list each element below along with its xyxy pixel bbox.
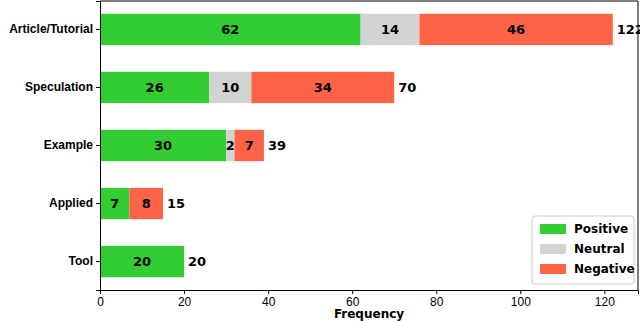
bar-segment bbox=[184, 246, 185, 277]
legend-label: Neutral bbox=[574, 242, 625, 256]
x-tick-label: 80 bbox=[430, 295, 444, 309]
legend-label: Negative bbox=[574, 262, 635, 276]
legend-entry: Positive bbox=[540, 222, 628, 236]
x-tick-mark bbox=[184, 290, 185, 294]
x-tick: 120 bbox=[595, 290, 615, 309]
y-tick-label: Applied bbox=[49, 196, 93, 210]
bar-segment bbox=[419, 14, 612, 45]
bar-segment bbox=[100, 246, 184, 277]
x-tick-label: 100 bbox=[511, 295, 531, 309]
data-labels: 6226307201410246347812270391520 bbox=[110, 22, 640, 269]
total-label: 15 bbox=[167, 196, 185, 211]
legend-label: Positive bbox=[574, 222, 628, 236]
x-tick: 100 bbox=[511, 290, 531, 309]
data-label: 8 bbox=[142, 196, 151, 211]
x-tick-mark bbox=[604, 290, 605, 294]
total-label: 70 bbox=[398, 80, 416, 95]
bar-segment bbox=[361, 14, 420, 45]
x-tick-label: 120 bbox=[595, 295, 615, 309]
data-label: 10 bbox=[221, 80, 239, 95]
bar-segment bbox=[100, 14, 361, 45]
total-label: 122 bbox=[617, 22, 640, 37]
chart: 6226307201410246347812270391520020406080… bbox=[0, 0, 640, 321]
legend-swatch bbox=[540, 224, 566, 234]
data-label: 62 bbox=[221, 22, 239, 37]
bar-segment bbox=[129, 188, 163, 219]
plot-area: 6226307201410246347812270391520020406080… bbox=[9, 1, 640, 309]
x-tick-mark bbox=[436, 290, 437, 294]
frame-top bbox=[100, 1, 638, 2]
bar-segment bbox=[226, 130, 234, 161]
x-tick-label: 20 bbox=[178, 295, 192, 309]
total-label: 20 bbox=[188, 254, 206, 269]
y-tick-mark bbox=[96, 261, 100, 262]
x-axis-title: Frequency bbox=[334, 307, 404, 321]
x-tick: 80 bbox=[430, 290, 444, 309]
y-tick-mark bbox=[96, 87, 100, 88]
bar-segment bbox=[100, 72, 209, 103]
legend: Positive Neutral Negative bbox=[532, 216, 635, 284]
bar-segment bbox=[251, 72, 394, 103]
total-label: 39 bbox=[268, 138, 286, 153]
y-tick-label: Article/Tutorial bbox=[9, 22, 93, 36]
y-axis: Article/Tutorial Speculation Example Applie… bbox=[9, 2, 100, 291]
x-tick: 40 bbox=[262, 290, 276, 309]
y-tick: Tool bbox=[69, 254, 100, 268]
legend-entry: Neutral bbox=[540, 242, 625, 256]
bar-segment bbox=[100, 130, 226, 161]
x-tick-mark bbox=[268, 290, 269, 294]
y-axis-line bbox=[96, 2, 101, 291]
bar-segment bbox=[184, 246, 185, 277]
data-label: 20 bbox=[133, 254, 151, 269]
data-label: 7 bbox=[245, 138, 254, 153]
data-label: 26 bbox=[146, 80, 164, 95]
y-tick-mark bbox=[96, 29, 100, 30]
x-tick-mark bbox=[520, 290, 521, 294]
data-label: 30 bbox=[154, 138, 172, 153]
x-tick-label: 40 bbox=[262, 295, 276, 309]
bar-segment bbox=[100, 188, 129, 219]
data-label: 7 bbox=[110, 196, 119, 211]
x-axis-line bbox=[101, 291, 639, 295]
frame-right bbox=[638, 1, 639, 290]
x-tick: 0 bbox=[97, 290, 104, 309]
legend-swatch bbox=[540, 244, 566, 254]
x-tick-mark bbox=[352, 290, 353, 294]
data-label: 14 bbox=[381, 22, 399, 37]
legend-swatch bbox=[540, 264, 566, 274]
data-label: 34 bbox=[314, 80, 332, 95]
y-tick: Article/Tutorial bbox=[9, 22, 100, 36]
x-axis: 0 20 40 60 80 100 120 bbox=[97, 290, 638, 309]
y-tick-mark bbox=[96, 203, 100, 204]
y-tick-label: Speculation bbox=[25, 80, 93, 94]
data-label: 46 bbox=[507, 22, 525, 37]
bar-segment bbox=[235, 130, 264, 161]
legend-box bbox=[532, 216, 634, 284]
bar-segment bbox=[209, 72, 251, 103]
x-tick: 20 bbox=[178, 290, 192, 309]
y-tick-mark bbox=[96, 145, 100, 146]
x-tick: 60 bbox=[346, 290, 360, 309]
y-tick: Example bbox=[44, 138, 100, 152]
y-tick-label: Tool bbox=[69, 254, 93, 268]
y-tick: Applied bbox=[49, 196, 100, 210]
data-label: 2 bbox=[226, 138, 235, 153]
y-tick-label: Example bbox=[44, 138, 94, 152]
legend-entry: Negative bbox=[540, 262, 635, 276]
y-tick: Speculation bbox=[25, 80, 100, 94]
x-tick-label: 0 bbox=[97, 295, 104, 309]
